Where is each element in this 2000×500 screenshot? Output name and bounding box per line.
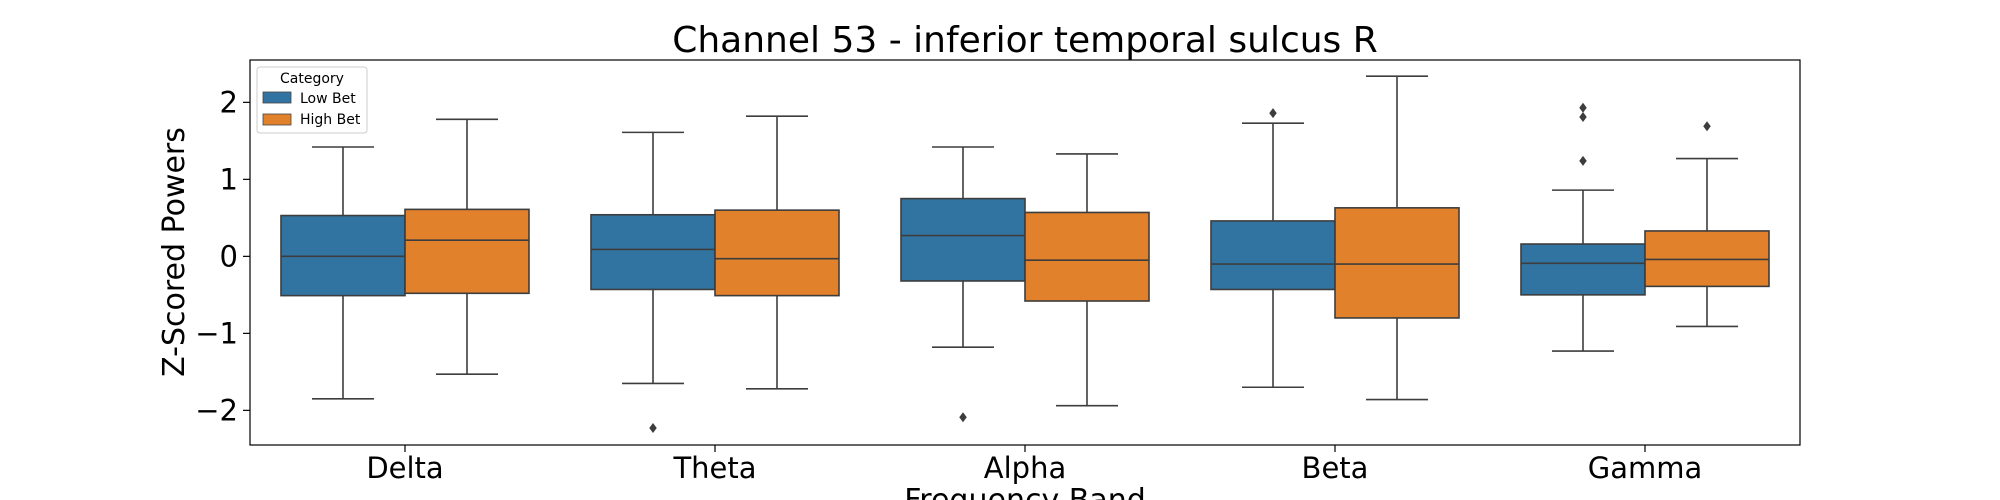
x-tick-label: Gamma: [1588, 451, 1703, 485]
outlier-point: [1703, 121, 1711, 132]
box-high-bet-gamma: [1644, 121, 1770, 328]
box-iqr: [404, 208, 530, 295]
outlier-point: [1269, 108, 1277, 119]
outlier-point: [1579, 155, 1587, 166]
legend-label-low-bet: Low Bet: [300, 91, 356, 107]
legend-swatch-high-bet: [262, 113, 292, 126]
legend: Category Low Bet High Bet: [256, 66, 368, 134]
y-tick-label: 1: [220, 162, 238, 196]
box-low-bet-gamma: [1520, 102, 1646, 352]
x-tick-label: Alpha: [984, 451, 1066, 485]
boxes-layer: [280, 75, 1770, 434]
box-iqr: [900, 197, 1026, 282]
box-low-bet-theta: [590, 131, 716, 434]
y-tick-label: 2: [220, 85, 238, 119]
y-axis-label: Z-Scored Powers: [157, 127, 192, 377]
box-iqr: [1210, 220, 1336, 291]
box-iqr: [1024, 211, 1150, 302]
outlier-point: [1579, 102, 1587, 113]
x-axis: Delta Theta Alpha Beta Gamma: [366, 445, 1702, 485]
box-high-bet-alpha: [1024, 153, 1150, 407]
box-iqr: [1520, 243, 1646, 296]
outlier-point: [649, 423, 657, 434]
box-high-bet-theta: [714, 115, 840, 390]
y-tick-label: 0: [220, 239, 238, 273]
outlier-point: [1579, 111, 1587, 122]
x-axis-label: Frequency Band: [904, 483, 1146, 500]
y-tick-label: −2: [195, 393, 238, 427]
x-tick-label: Beta: [1302, 451, 1369, 485]
box-high-bet-delta: [404, 118, 530, 375]
x-tick-label: Theta: [672, 451, 756, 485]
box-low-bet-alpha: [900, 146, 1026, 423]
y-tick-label: −1: [195, 316, 238, 350]
outlier-point: [959, 412, 967, 423]
box-low-bet-delta: [280, 146, 406, 400]
box-iqr: [714, 209, 840, 297]
y-axis: −2 −1 0 1 2: [195, 85, 250, 427]
x-tick-label: Delta: [366, 451, 443, 485]
legend-label-high-bet: High Bet: [300, 112, 361, 128]
chart-title: Channel 53 - inferior temporal sulcus R: [672, 20, 1378, 61]
legend-title: Category: [280, 71, 344, 87]
box-low-bet-beta: [1210, 108, 1336, 389]
box-iqr: [590, 213, 716, 291]
legend-swatch-low-bet: [262, 91, 292, 104]
box-high-bet-beta: [1334, 75, 1460, 401]
box-iqr: [1334, 207, 1460, 319]
